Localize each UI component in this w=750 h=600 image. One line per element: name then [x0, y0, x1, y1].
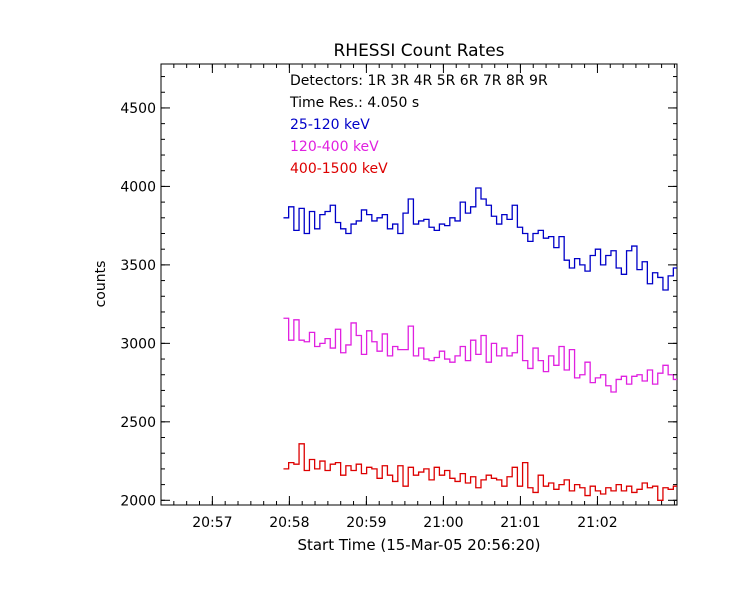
- legend: Detectors: 1R 3R 4R 5R 6R 7R 8R 9R Time R…: [289, 73, 548, 177]
- x-tick-label: 21:00: [423, 515, 463, 531]
- legend-entry-2: 120-400 keV: [290, 139, 379, 155]
- series-layer: [283, 187, 677, 501]
- x-tick-label: 20:57: [192, 515, 232, 531]
- annotation-2: Time Res.: 4.050 s: [289, 95, 419, 111]
- x-axis-label: Start Time (15-Mar-05 20:56:20): [297, 536, 540, 554]
- plot-frame: [160, 63, 678, 506]
- y-tick-label: 4500: [120, 101, 156, 117]
- y-axis-label: counts: [93, 261, 109, 308]
- y-tick-label: 4000: [120, 179, 156, 195]
- series-line-3: [283, 443, 677, 501]
- y-tick-label: 3500: [120, 258, 156, 274]
- y-tick-label: 2500: [120, 415, 156, 431]
- y-tick-label: 3000: [120, 336, 156, 352]
- legend-entry-3: 400-1500 keV: [290, 161, 388, 177]
- x-axis: 20:57 20:58 20:59 21:00 21:01 21:02: [160, 64, 675, 531]
- x-tick-label: 20:58: [269, 515, 309, 531]
- y-tick-label: 2000: [120, 493, 156, 509]
- x-tick-label: 21:02: [577, 515, 617, 531]
- annotation-1: Detectors: 1R 3R 4R 5R 6R 7R 8R 9R: [290, 73, 548, 89]
- legend-entry-1: 25-120 keV: [290, 117, 370, 133]
- series-line-2: [283, 317, 677, 393]
- x-tick-label: 21:01: [500, 515, 540, 531]
- x-tick-label: 20:59: [346, 515, 386, 531]
- y-axis: 2000 2500 3000 3500 4000 4500: [120, 76, 677, 509]
- series-line-1: [283, 187, 677, 291]
- chart-title: RHESSI Count Rates: [333, 41, 504, 61]
